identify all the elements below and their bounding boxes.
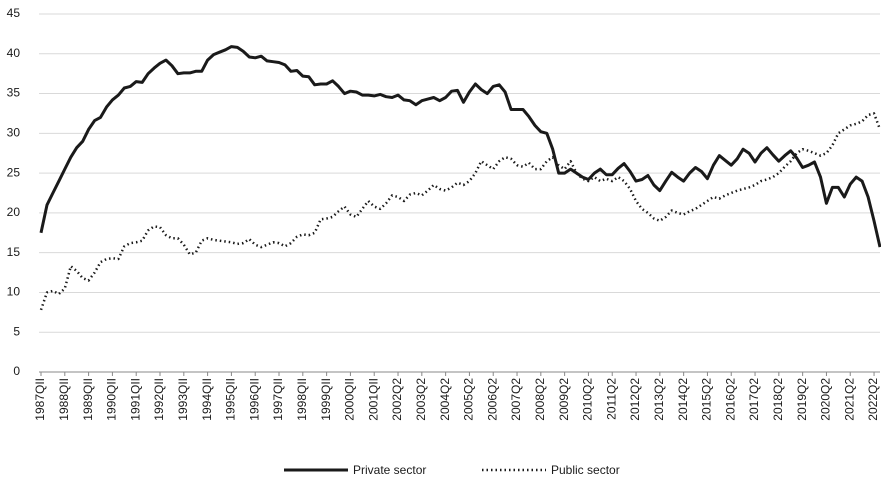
- y-tick-label: 40: [7, 46, 21, 60]
- x-tick-label: 2016Q2: [723, 378, 737, 421]
- x-tick-label: 2005Q2: [462, 378, 476, 421]
- legend-label: Public sector: [551, 463, 620, 477]
- x-tick-label: 1999QII: [319, 378, 333, 421]
- y-tick-label: 45: [7, 6, 21, 20]
- y-tick-label: 20: [7, 205, 21, 219]
- x-tick-label: 1988QII: [57, 378, 71, 421]
- y-tick-label: 15: [7, 245, 21, 259]
- x-tick-label: 2001QII: [366, 378, 380, 421]
- x-tick-label: 2013Q2: [652, 378, 666, 421]
- line-series: [39, 45, 881, 248]
- x-tick-label: 1994QII: [200, 378, 214, 421]
- x-tick-label: 2012Q2: [628, 378, 642, 421]
- x-tick-label: 2004Q2: [438, 378, 452, 421]
- x-tick-label: 1989QII: [81, 378, 95, 421]
- x-tick-label: 1993QII: [176, 378, 190, 421]
- y-tick-label: 5: [13, 324, 20, 338]
- y-tick-label: 30: [7, 126, 21, 140]
- x-tick-label: 2006Q2: [485, 378, 499, 421]
- x-tick-label: 2022Q2: [866, 378, 880, 421]
- y-tick-label: 35: [7, 86, 21, 100]
- y-tick-label: 10: [7, 285, 21, 299]
- x-tick-label: 2017Q2: [747, 378, 761, 421]
- x-tick-label: 2019Q2: [795, 378, 809, 421]
- legend-label: Private sector: [353, 463, 426, 477]
- x-tick-label: 1992QII: [152, 378, 166, 421]
- line-series: [39, 112, 881, 311]
- x-tick-label: 1997QII: [271, 378, 285, 421]
- x-tick-label: 2014Q2: [676, 378, 690, 421]
- x-tick-label: 2011Q2: [604, 378, 618, 420]
- x-tick-label: 2000QII: [343, 378, 357, 421]
- x-tick-label: 2018Q2: [771, 378, 785, 421]
- x-tick-label: 1991QII: [128, 378, 142, 421]
- x-tick-label: 1987QII: [33, 378, 47, 421]
- x-tick-label: 2009Q2: [557, 378, 571, 421]
- x-tick-label: 2007Q2: [509, 378, 523, 421]
- x-tick-label: 1998QII: [295, 378, 309, 421]
- x-tick-label: 2020Q2: [819, 378, 833, 421]
- x-tick-label: 2008Q2: [533, 378, 547, 421]
- x-tick-label: 2003Q2: [414, 378, 428, 421]
- x-tick-label: 2015Q2: [700, 378, 714, 421]
- y-tick-label: 25: [7, 165, 21, 179]
- x-tick-label: 1995QII: [224, 378, 238, 421]
- x-tick-label: 2021Q2: [842, 378, 856, 421]
- x-tick-label: 1996QII: [247, 378, 261, 421]
- y-tick-label: 0: [13, 364, 20, 378]
- x-tick-label: 2010Q2: [581, 378, 595, 421]
- x-tick-label: 1990QII: [105, 378, 119, 421]
- x-tick-label: 2002Q2: [390, 378, 404, 421]
